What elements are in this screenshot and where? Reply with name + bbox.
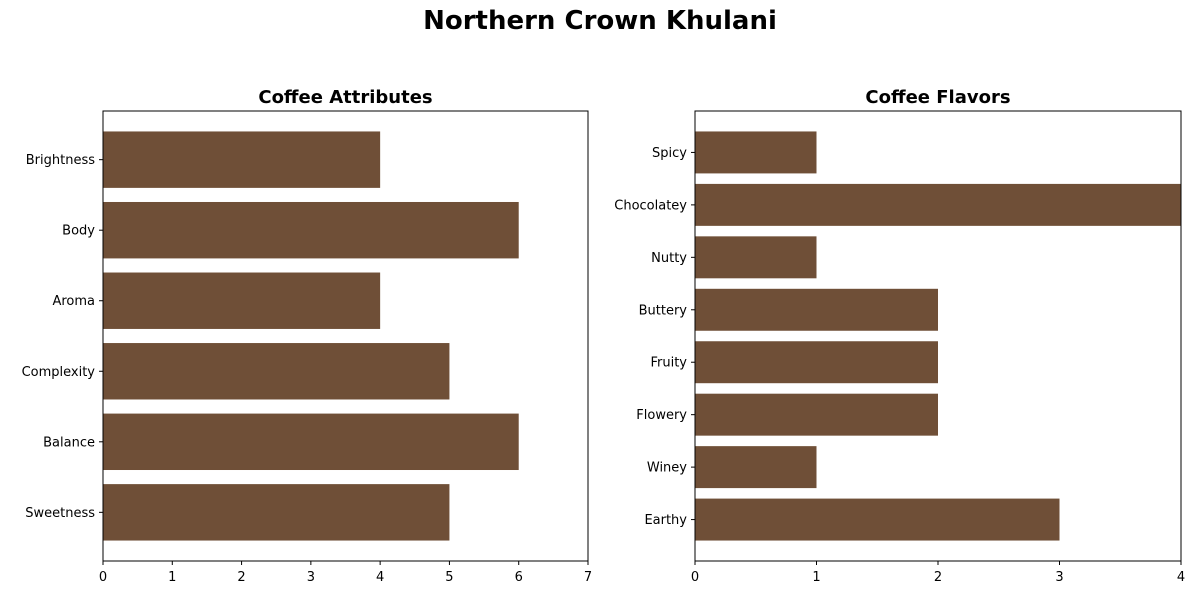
flavors-bar-chocolatey [695, 183, 1181, 226]
attributes-bar-aroma [103, 272, 381, 329]
flavors-y-tick-label: Flowery [636, 408, 687, 423]
flavors-y-tick-label: Winey [647, 461, 687, 476]
attributes-bar-brightness [103, 131, 381, 188]
flavors-y-tick-label: Fruity [650, 356, 687, 371]
flavors-y-tick-label: Buttery [639, 303, 688, 318]
attributes-bar-body [103, 201, 519, 259]
attributes-x-tick-label: 4 [376, 570, 384, 585]
flavors-bar-earthy [695, 498, 1060, 541]
attributes-y-tick-label: Brightness [26, 153, 95, 168]
flavors-x-tick-label: 0 [691, 570, 699, 585]
attributes-chart-title: Coffee Attributes [258, 87, 432, 108]
flavors-x-tick-label: 2 [934, 570, 942, 585]
flavors-bar-nutty [695, 236, 817, 279]
flavors-y-tick-label: Chocolatey [614, 198, 687, 213]
attributes-x-tick-label: 2 [237, 570, 245, 585]
flavors-x-tick-label: 4 [1177, 570, 1185, 585]
flavors-panel: Coffee Flavors Earthy Winey Flowery Fruity B… [614, 87, 1185, 585]
flavors-bar-spicy [695, 131, 817, 174]
attributes-x-tick-label: 0 [99, 570, 107, 585]
attributes-bar-sweetness [103, 484, 450, 541]
attributes-bar-complexity [103, 343, 450, 400]
flavors-y-tick-label: Spicy [652, 146, 687, 161]
flavors-chart-title: Coffee Flavors [865, 87, 1010, 108]
flavors-bar-flowery [695, 393, 938, 436]
attributes-x-tick-label: 6 [515, 570, 523, 585]
attributes-y-tick-label: Complexity [22, 365, 96, 380]
flavors-bar-buttery [695, 288, 938, 331]
figure-title: Northern Crown Khulani [423, 6, 777, 36]
attributes-y-tick-label: Sweetness [25, 506, 95, 521]
flavors-y-tick-label: Nutty [651, 251, 687, 266]
attributes-x-tick-label: 1 [168, 570, 176, 585]
flavors-x-tick-label: 3 [1055, 570, 1063, 585]
attributes-y-tick-label: Body [62, 224, 95, 239]
attributes-x-tick-label: 3 [307, 570, 315, 585]
attributes-panel: Coffee Attributes Sweetness Balance Comple… [22, 87, 593, 585]
attributes-x-tick-label: 7 [584, 570, 592, 585]
attributes-y-tick-label: Balance [43, 435, 95, 450]
attributes-x-tick-label: 5 [445, 570, 453, 585]
flavors-bar-fruity [695, 341, 938, 384]
flavors-x-tick-label: 1 [812, 570, 820, 585]
flavors-bar-winey [695, 446, 817, 489]
flavors-axes-frame [694, 110, 1182, 562]
attributes-y-tick-label: Aroma [52, 294, 95, 309]
attributes-axes-frame [102, 110, 589, 562]
flavors-y-tick-label: Earthy [644, 513, 687, 528]
attributes-bar-balance [103, 413, 519, 471]
